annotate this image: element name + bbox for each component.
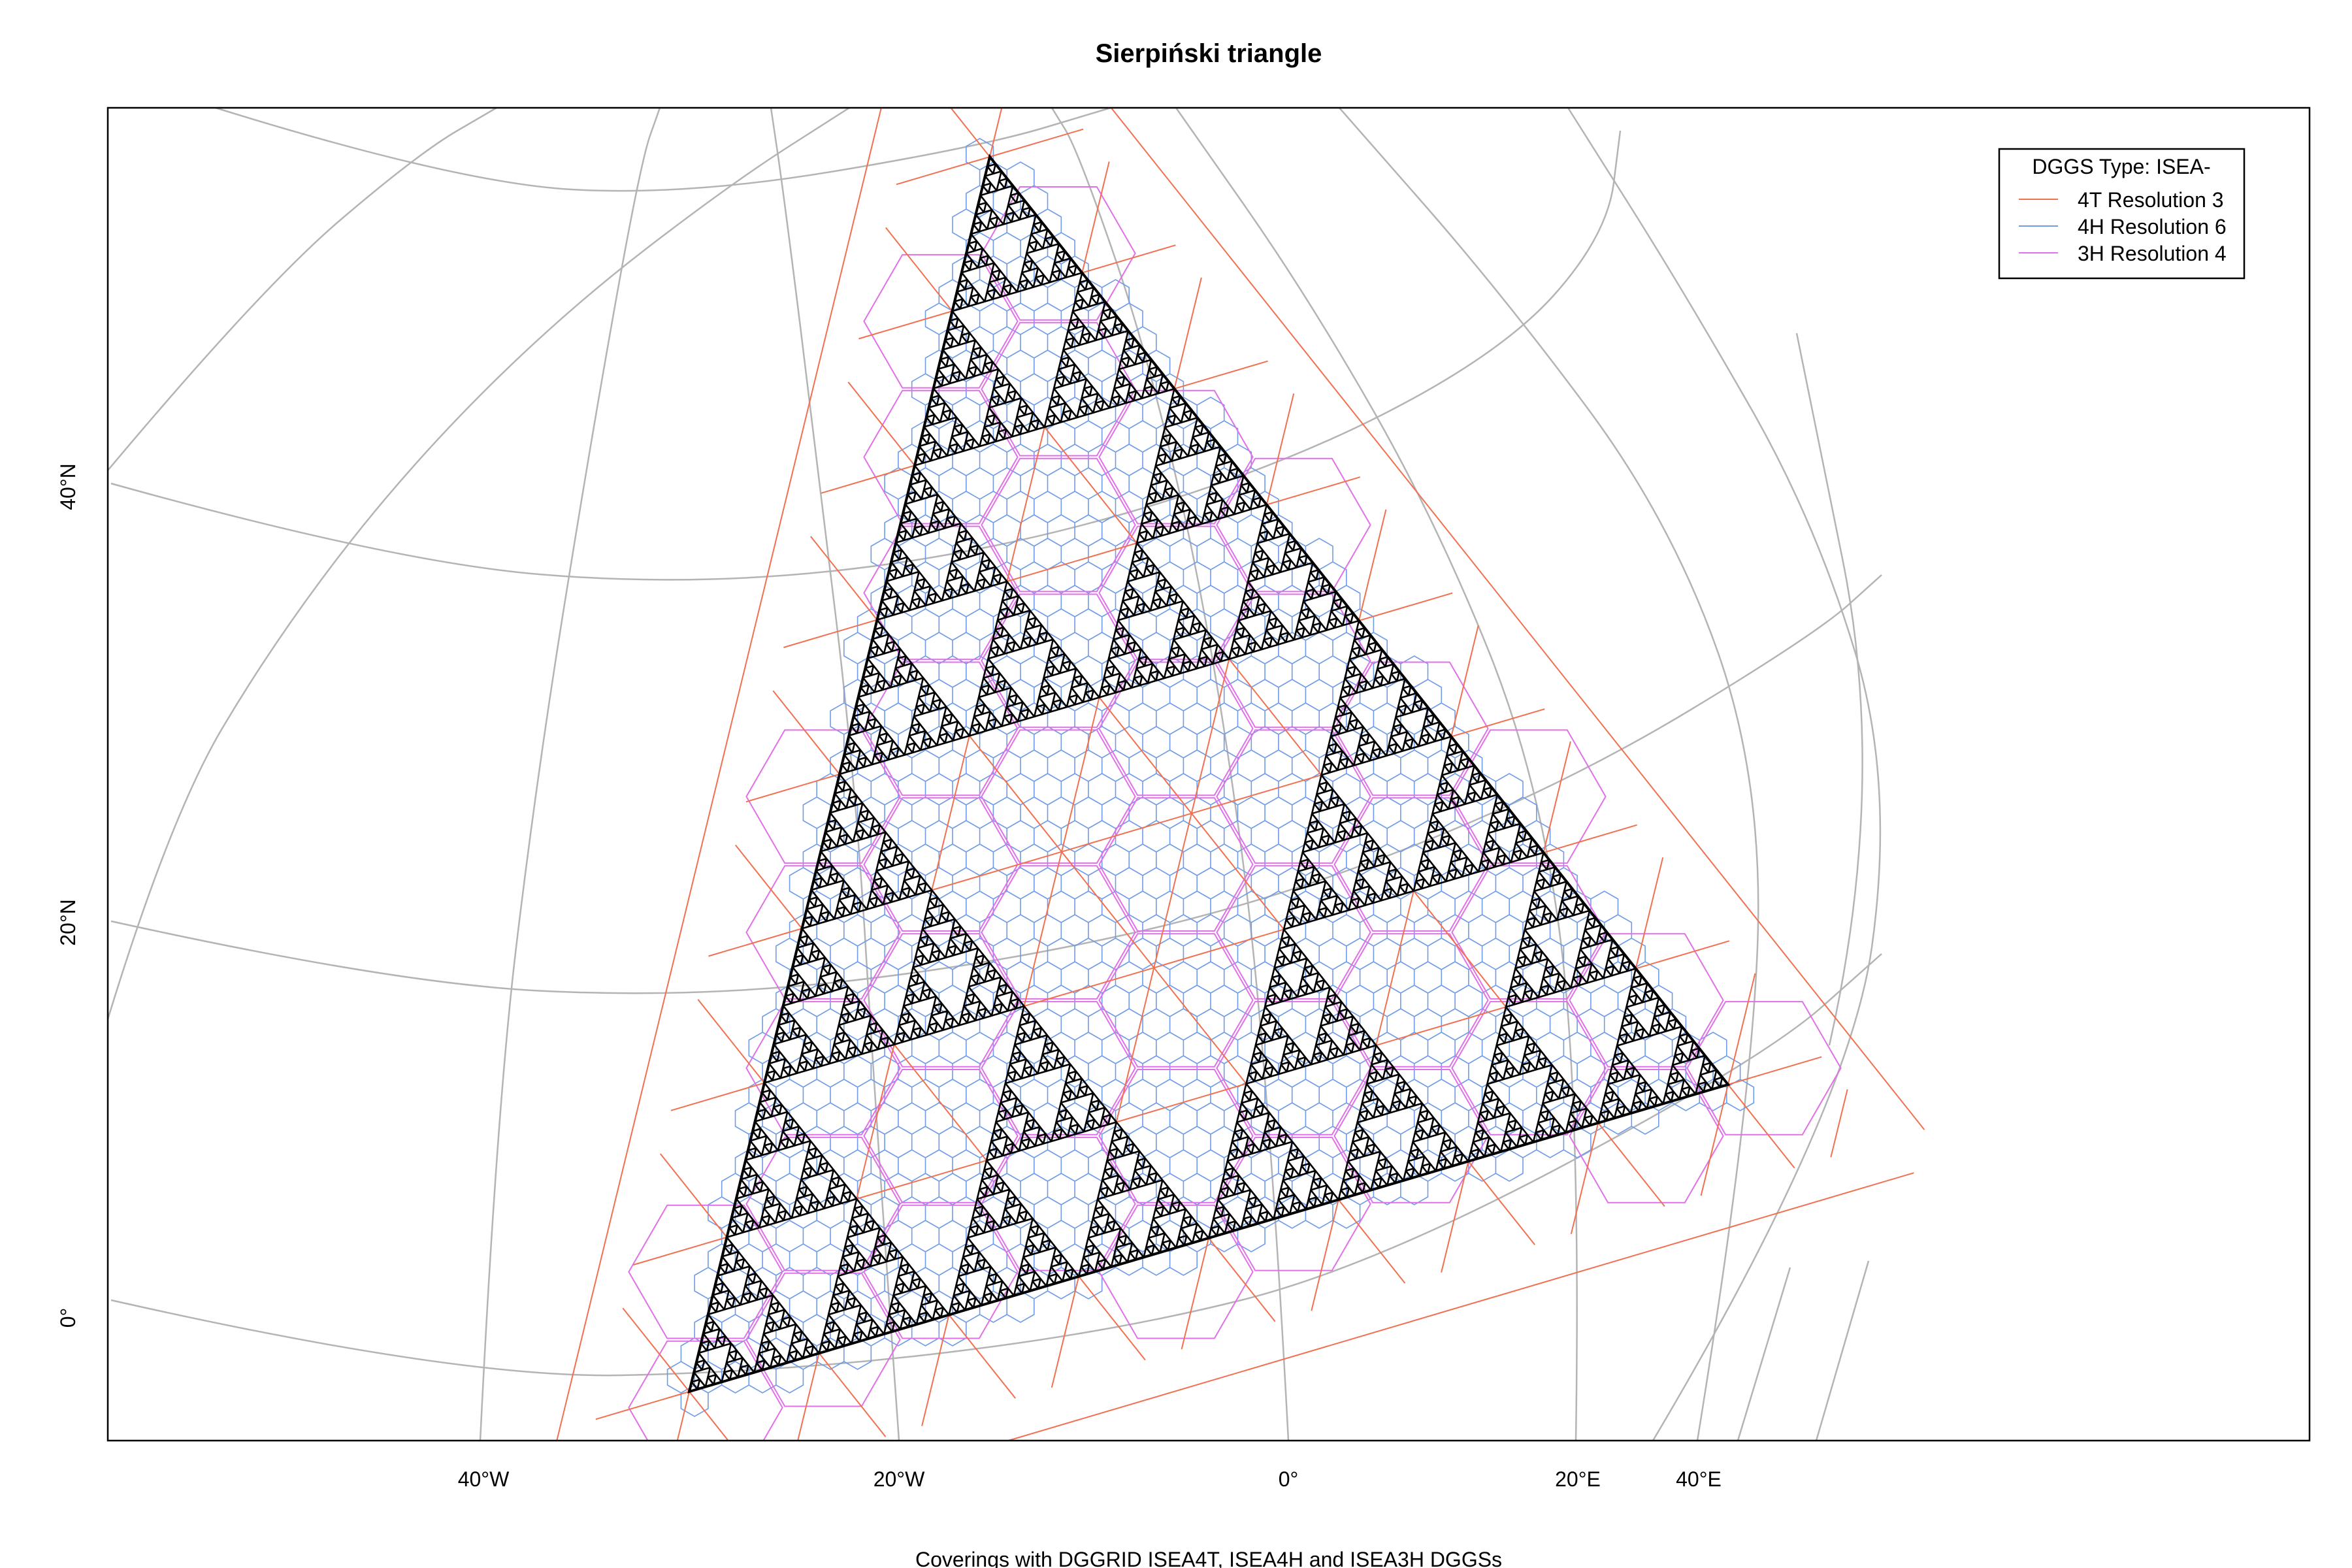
x-tick-label: 40°W bbox=[458, 1467, 510, 1491]
legend-title: DGGS Type: ISEA- bbox=[2032, 155, 2210, 178]
cell-edge-4t bbox=[934, 13, 991, 30]
y-tick-label: 0° bbox=[56, 1308, 80, 1328]
legend-box bbox=[1998, 148, 2246, 280]
plot-frame bbox=[106, 106, 2311, 1442]
graticule bbox=[108, 108, 1882, 1441]
graticule-line bbox=[1051, 108, 1290, 1441]
cell-edge-4t bbox=[556, 108, 882, 1441]
plot-area bbox=[108, 13, 1925, 1513]
fractal-edges bbox=[688, 155, 1729, 1393]
legend: DGGS Type: ISEA- 4T Resolution 3 4H Reso… bbox=[1998, 148, 2246, 280]
graticule-line bbox=[1737, 1267, 1791, 1441]
graticule-line bbox=[1795, 333, 1863, 1046]
x-tick-label: 40°E bbox=[1676, 1467, 1722, 1491]
cell-edge-3h bbox=[628, 186, 1842, 1441]
graticule-line bbox=[770, 108, 900, 1441]
graticule-line bbox=[479, 108, 661, 1441]
covering-3h bbox=[628, 186, 1842, 1441]
cell-edge-4t bbox=[1830, 1089, 1848, 1158]
graticule-line bbox=[1815, 1260, 1870, 1441]
graticule-line bbox=[1567, 108, 1882, 1441]
legend-label-4t: 4T Resolution 3 bbox=[2078, 188, 2224, 212]
graticule-line bbox=[110, 953, 1882, 1377]
cell-edge-4t bbox=[1005, 1172, 1914, 1441]
graticule-line bbox=[110, 130, 1622, 581]
x-tick-label: 20°W bbox=[874, 1467, 925, 1491]
cell-edge-4t bbox=[735, 844, 1146, 1361]
cell-edge-4t bbox=[1110, 108, 1925, 1130]
y-tick-label: 20°N bbox=[56, 899, 80, 946]
cell-edge-4t bbox=[783, 476, 1361, 648]
chart-title: Sierpiński triangle bbox=[1096, 39, 1322, 68]
graticule-line bbox=[108, 108, 497, 471]
y-tick-label: 40°N bbox=[56, 463, 80, 510]
y-axis-ticks: 0° 20°N 40°N bbox=[56, 463, 80, 1328]
legend-label-4h: 4H Resolution 6 bbox=[2078, 215, 2227, 238]
graticule-line bbox=[1339, 108, 1759, 1441]
cell-edge-4t bbox=[585, 1462, 626, 1513]
x-tick-label: 0° bbox=[1279, 1467, 1299, 1491]
chart-subtitle: Coverings with DGGRID ISEA4T, ISEA4H and… bbox=[915, 1548, 1502, 1568]
legend-label-3h: 3H Resolution 4 bbox=[2078, 242, 2227, 265]
sierpinski-fractal bbox=[687, 154, 1731, 1394]
fractal-outline bbox=[687, 154, 1731, 1394]
graticule-line bbox=[215, 108, 1111, 192]
x-tick-label: 20°E bbox=[1555, 1467, 1601, 1491]
graticule-line bbox=[108, 108, 850, 1020]
x-axis-ticks: 40°W 20°W 0° 20°E 40°E bbox=[458, 1467, 1722, 1491]
